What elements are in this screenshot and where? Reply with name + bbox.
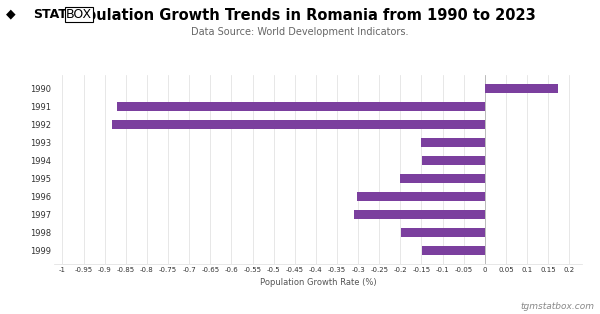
Bar	[116, 102, 485, 111]
Bar	[112, 120, 485, 129]
Bar	[421, 138, 485, 147]
Text: ◆: ◆	[6, 8, 16, 21]
Bar	[401, 228, 485, 237]
Bar	[422, 156, 485, 165]
Bar	[485, 84, 557, 93]
Bar	[357, 192, 485, 201]
Text: STAT: STAT	[33, 8, 67, 21]
Bar	[354, 210, 485, 219]
Text: BOX: BOX	[66, 8, 92, 21]
Bar	[422, 246, 485, 255]
Bar	[400, 174, 485, 183]
Text: Data Source: World Development Indicators.: Data Source: World Development Indicator…	[191, 27, 409, 37]
Text: tgmstatbox.com: tgmstatbox.com	[520, 302, 594, 311]
X-axis label: Population Growth Rate (%): Population Growth Rate (%)	[260, 278, 376, 287]
Text: Population Growth Trends in Romania from 1990 to 2023: Population Growth Trends in Romania from…	[65, 8, 535, 23]
